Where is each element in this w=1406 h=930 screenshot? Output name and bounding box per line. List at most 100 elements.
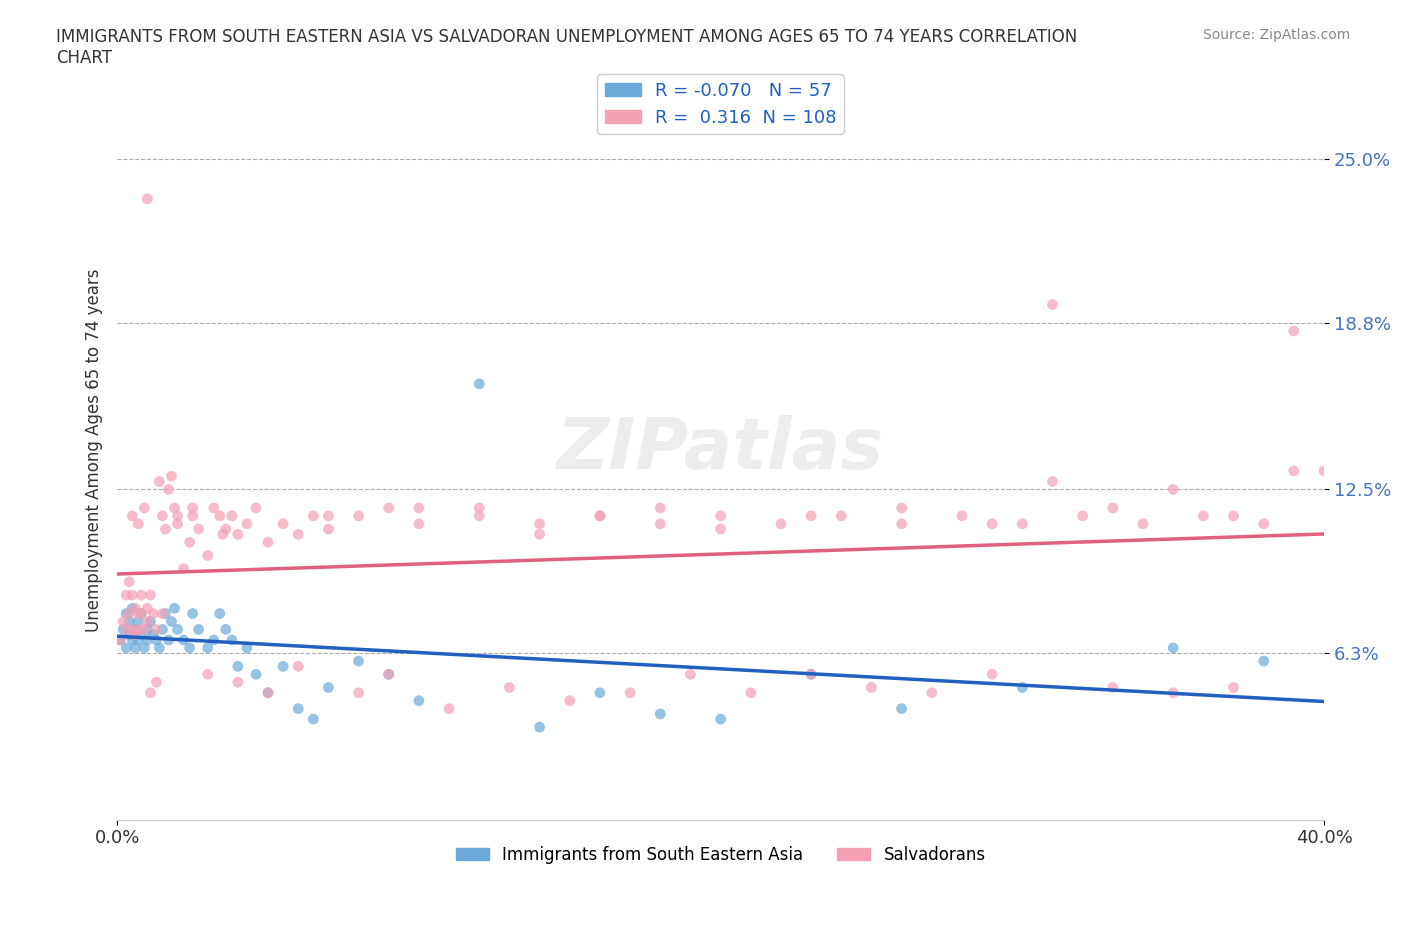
Point xyxy=(163,500,186,515)
Point xyxy=(318,522,340,537)
Point xyxy=(221,509,243,524)
Point xyxy=(830,509,852,524)
Point xyxy=(160,614,183,629)
Point xyxy=(800,667,823,682)
Point xyxy=(408,693,430,708)
Point xyxy=(152,606,174,621)
Point xyxy=(1132,516,1154,531)
Point xyxy=(160,469,183,484)
Legend: Immigrants from South Eastern Asia, Salvadorans: Immigrants from South Eastern Asia, Salv… xyxy=(449,839,993,870)
Point xyxy=(152,622,174,637)
Point xyxy=(529,516,551,531)
Point xyxy=(121,601,143,616)
Point xyxy=(377,500,399,515)
Point xyxy=(142,606,165,621)
Point xyxy=(529,720,551,735)
Point xyxy=(148,474,170,489)
Point xyxy=(121,622,143,637)
Point xyxy=(179,535,201,550)
Point xyxy=(921,685,943,700)
Point xyxy=(318,680,340,695)
Point xyxy=(1101,680,1123,695)
Point xyxy=(136,192,159,206)
Point xyxy=(1253,516,1275,531)
Point xyxy=(287,701,309,716)
Point xyxy=(108,632,131,647)
Point xyxy=(950,509,973,524)
Point xyxy=(408,500,430,515)
Point xyxy=(245,500,267,515)
Point xyxy=(890,701,912,716)
Point xyxy=(347,654,370,669)
Point xyxy=(131,588,153,603)
Point xyxy=(408,516,430,531)
Point xyxy=(127,516,149,531)
Point xyxy=(1101,500,1123,515)
Point xyxy=(112,614,135,629)
Point xyxy=(271,516,294,531)
Point xyxy=(142,627,165,642)
Point xyxy=(202,500,225,515)
Point xyxy=(215,622,238,637)
Point xyxy=(257,685,280,700)
Point xyxy=(121,509,143,524)
Point xyxy=(287,527,309,542)
Point xyxy=(127,632,149,647)
Point xyxy=(1222,509,1244,524)
Point xyxy=(148,641,170,656)
Point xyxy=(302,711,325,726)
Point xyxy=(118,606,141,621)
Point xyxy=(155,522,177,537)
Point xyxy=(619,685,641,700)
Point xyxy=(1042,297,1064,312)
Point xyxy=(226,659,249,674)
Point xyxy=(1161,482,1184,497)
Point xyxy=(1222,680,1244,695)
Point xyxy=(136,632,159,647)
Point xyxy=(179,641,201,656)
Point xyxy=(208,606,231,621)
Point xyxy=(740,685,762,700)
Point xyxy=(271,659,294,674)
Point xyxy=(187,522,209,537)
Point xyxy=(134,622,156,637)
Point xyxy=(800,667,823,682)
Point xyxy=(136,601,159,616)
Text: IMMIGRANTS FROM SOUTH EASTERN ASIA VS SALVADORAN UNEMPLOYMENT AMONG AGES 65 TO 7: IMMIGRANTS FROM SOUTH EASTERN ASIA VS SA… xyxy=(56,28,1077,67)
Point xyxy=(890,500,912,515)
Point xyxy=(650,707,672,722)
Point xyxy=(115,622,138,637)
Point xyxy=(136,622,159,637)
Point xyxy=(800,509,823,524)
Point xyxy=(710,509,733,524)
Point xyxy=(468,377,491,392)
Point xyxy=(377,667,399,682)
Point xyxy=(589,509,612,524)
Point xyxy=(347,509,370,524)
Point xyxy=(166,509,188,524)
Point xyxy=(437,701,460,716)
Point xyxy=(115,641,138,656)
Point xyxy=(347,685,370,700)
Point xyxy=(118,575,141,590)
Point xyxy=(115,588,138,603)
Point xyxy=(769,516,792,531)
Point xyxy=(181,500,204,515)
Point xyxy=(1253,654,1275,669)
Point xyxy=(558,693,581,708)
Point xyxy=(236,641,259,656)
Point xyxy=(173,561,195,576)
Point xyxy=(650,516,672,531)
Point xyxy=(1282,463,1305,478)
Point xyxy=(145,675,167,690)
Point xyxy=(226,527,249,542)
Text: Source: ZipAtlas.com: Source: ZipAtlas.com xyxy=(1202,28,1350,42)
Point xyxy=(139,685,162,700)
Point xyxy=(108,632,131,647)
Point xyxy=(1011,516,1033,531)
Point xyxy=(127,614,149,629)
Point xyxy=(155,606,177,621)
Point xyxy=(1192,509,1215,524)
Point xyxy=(221,632,243,647)
Point xyxy=(589,509,612,524)
